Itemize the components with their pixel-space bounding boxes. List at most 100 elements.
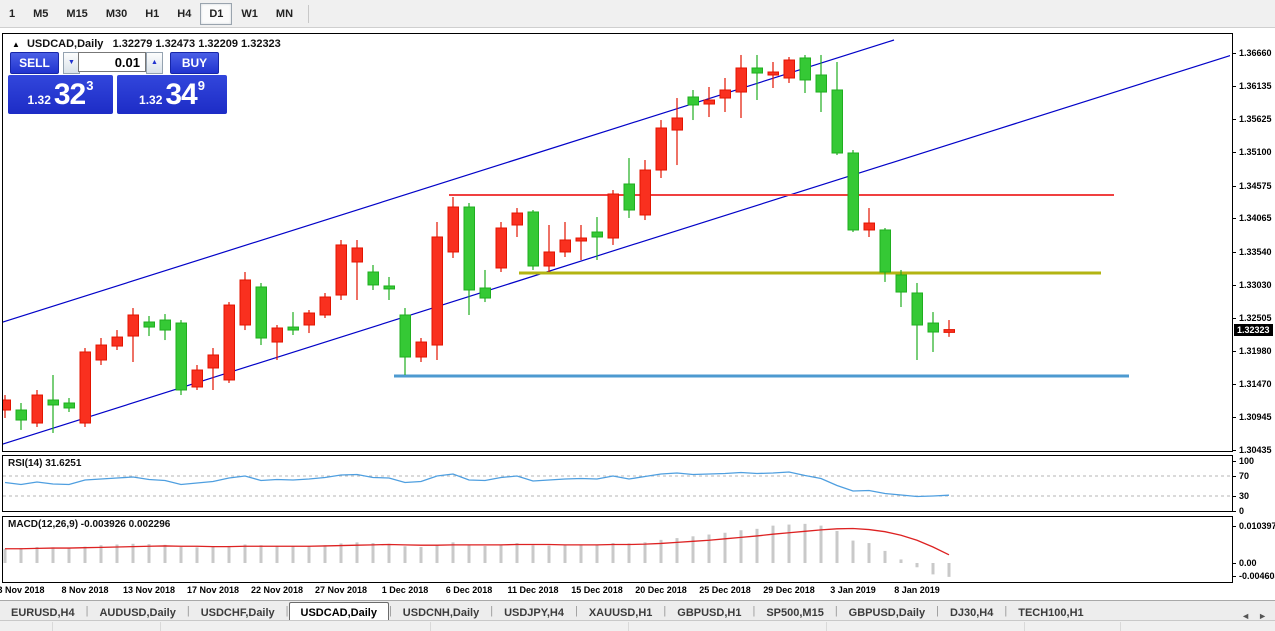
timeframe-button-d1[interactable]: D1 bbox=[200, 3, 233, 25]
timeframe-button-mn[interactable]: MN bbox=[275, 8, 294, 20]
candle-body bbox=[111, 336, 123, 347]
macd-histogram-bar bbox=[755, 528, 759, 563]
candle-body bbox=[447, 206, 459, 253]
macd-histogram-bar bbox=[243, 544, 247, 563]
status-bar bbox=[0, 620, 1275, 631]
macd-histogram-bar bbox=[803, 523, 807, 563]
candle-body bbox=[783, 59, 795, 79]
macd-histogram-bar bbox=[403, 546, 407, 563]
date-tick-label: 17 Nov 2018 bbox=[186, 585, 240, 595]
price-tick-label: 1.34065 bbox=[1239, 213, 1272, 224]
macd-tick-label: 0.010397 bbox=[1239, 521, 1275, 531]
date-tick-label: 3 Jan 2019 bbox=[830, 585, 876, 595]
candle-body bbox=[879, 229, 891, 273]
axis-tick-mark bbox=[1232, 476, 1236, 477]
macd-histogram-bar bbox=[131, 543, 135, 563]
chart-tab-gbpusd[interactable]: GBPUSD,Daily bbox=[848, 607, 926, 619]
timeframe-button-m15[interactable]: M15 bbox=[66, 8, 88, 20]
timeframe-button-h1[interactable]: H1 bbox=[145, 8, 160, 20]
candle-body bbox=[383, 285, 395, 290]
candle-body bbox=[303, 312, 315, 326]
collapse-one-click-icon[interactable]: ▲ bbox=[12, 40, 20, 49]
chart-tab-tech100[interactable]: TECH100,H1 bbox=[1018, 607, 1084, 619]
candle-body bbox=[495, 227, 507, 269]
macd-histogram-bar bbox=[931, 563, 935, 575]
candle-body bbox=[207, 354, 219, 369]
tab-separator: | bbox=[752, 605, 756, 617]
axis-tick-mark bbox=[1232, 383, 1236, 385]
volume-input[interactable]: 0.01 bbox=[78, 52, 146, 72]
date-tick-label: 13 Nov 2018 bbox=[122, 585, 176, 595]
macd-histogram-bar bbox=[3, 548, 7, 563]
status-bar-divider bbox=[430, 622, 431, 631]
macd-histogram-bar bbox=[707, 534, 711, 563]
candle-body bbox=[271, 327, 283, 343]
macd-histogram-bar bbox=[627, 543, 631, 563]
macd-signal-line bbox=[5, 527, 950, 556]
sell-price-big: 32 bbox=[53, 77, 86, 111]
chart-tab-usdjpy[interactable]: USDJPY,H4 bbox=[504, 607, 564, 619]
chart-tab-usdcnh[interactable]: USDCNH,Daily bbox=[402, 607, 480, 619]
tab-scroll-right-icon[interactable]: ► bbox=[1258, 611, 1267, 621]
candle-body bbox=[255, 286, 267, 339]
timeframe-button-1[interactable]: 1 bbox=[9, 8, 16, 20]
macd-histogram-bar bbox=[579, 544, 583, 563]
chart-tab-audusd[interactable]: AUDUSD,Daily bbox=[99, 607, 176, 619]
buy-button[interactable]: BUY bbox=[170, 52, 219, 74]
candle-body bbox=[943, 329, 955, 333]
macd-histogram-bar bbox=[275, 545, 279, 563]
tab-separator: | bbox=[285, 605, 289, 617]
candle-body bbox=[31, 394, 43, 424]
candle-body bbox=[927, 322, 939, 333]
macd-histogram-bar bbox=[819, 525, 823, 563]
axis-tick-mark bbox=[1232, 351, 1236, 353]
macd-histogram-bar bbox=[307, 545, 311, 563]
chart-tab-gbpusd[interactable]: GBPUSD,H1 bbox=[677, 607, 742, 619]
sell-button[interactable]: SELL bbox=[10, 52, 59, 74]
sell-price-display[interactable]: 1.32 32 3 bbox=[8, 75, 113, 114]
candle-body bbox=[127, 314, 139, 337]
axis-tick-mark bbox=[1232, 450, 1236, 451]
price-tick-label: 1.35100 bbox=[1239, 147, 1272, 158]
axis-tick-mark bbox=[1232, 317, 1236, 319]
candle-body bbox=[463, 206, 475, 291]
chart-tab-sp500[interactable]: SP500,M15 bbox=[766, 607, 824, 619]
candle-body bbox=[175, 322, 187, 391]
axis-tick-mark bbox=[1232, 251, 1236, 253]
macd-histogram-bar bbox=[691, 536, 695, 563]
candle-body bbox=[639, 169, 651, 216]
candle-body bbox=[719, 89, 731, 99]
volume-increase-button[interactable]: ▲ bbox=[146, 52, 163, 74]
chart-tab-dj30[interactable]: DJ30,H4 bbox=[949, 607, 994, 619]
macd-histogram-bar bbox=[483, 545, 487, 563]
macd-histogram-bar bbox=[643, 542, 647, 563]
timeframe-button-m5[interactable]: M5 bbox=[33, 8, 49, 20]
chart-tab-xauusd[interactable]: XAUUSD,H1 bbox=[588, 607, 653, 619]
axis-tick-mark bbox=[1232, 152, 1236, 154]
trendline[interactable] bbox=[3, 55, 1230, 445]
macd-chart bbox=[3, 523, 951, 577]
timeframe-button-m30[interactable]: M30 bbox=[105, 8, 128, 20]
buy-price-display[interactable]: 1.32 34 9 bbox=[117, 75, 227, 114]
timeframe-button-h4[interactable]: H4 bbox=[177, 8, 192, 20]
candle-body bbox=[47, 399, 59, 406]
date-tick-label: 29 Dec 2018 bbox=[763, 585, 815, 595]
tab-scroll-left-icon[interactable]: ◄ bbox=[1241, 611, 1251, 621]
macd-histogram-bar bbox=[163, 544, 167, 563]
macd-histogram-bar bbox=[787, 524, 791, 563]
macd-histogram-bar bbox=[915, 563, 919, 568]
axis-tick-mark bbox=[1232, 496, 1236, 497]
date-tick-label: 20 Dec 2018 bbox=[635, 585, 687, 595]
chart-tab-usdchf[interactable]: USDCHF,Daily bbox=[200, 607, 275, 619]
macd-histogram-bar bbox=[67, 547, 71, 563]
macd-histogram-bar bbox=[259, 545, 263, 563]
chart-tab-eurusd[interactable]: EURUSD,H4 bbox=[11, 607, 75, 619]
rsi-tick-label: 70 bbox=[1239, 471, 1250, 481]
timeframe-button-w1[interactable]: W1 bbox=[241, 8, 258, 20]
macd-histogram-bar bbox=[371, 543, 375, 563]
chart-tab-usdcad[interactable]: USDCAD,Daily bbox=[288, 602, 389, 621]
buy-price-prefix: 1.32 bbox=[139, 92, 163, 107]
rsi-panel bbox=[2, 455, 1233, 512]
date-tick-label: 11 Dec 2018 bbox=[507, 585, 559, 595]
candle-body bbox=[159, 319, 171, 331]
